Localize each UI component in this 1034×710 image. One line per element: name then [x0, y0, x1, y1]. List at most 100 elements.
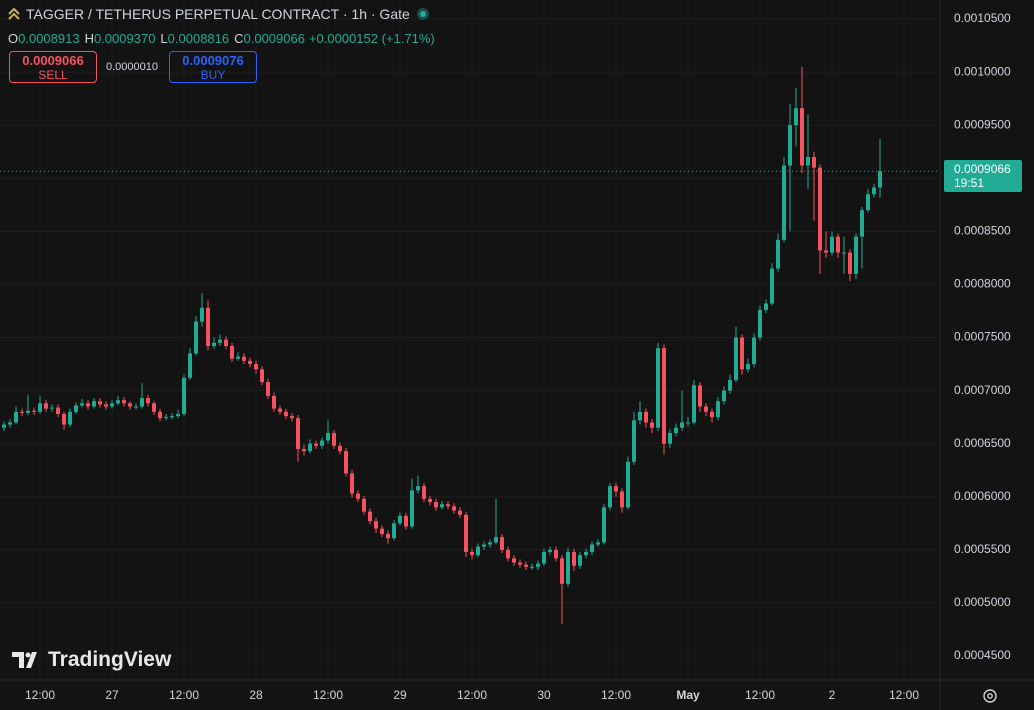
candle-body — [704, 406, 709, 412]
candle-body — [458, 510, 463, 515]
ohlc-change: +0.0000152 (+1.71%) — [308, 31, 435, 46]
y-tick-label: 0.0006000 — [954, 489, 1011, 503]
candle-body — [650, 422, 655, 428]
symbol-icon — [8, 8, 20, 20]
candle-body — [260, 369, 265, 383]
candle-body — [572, 551, 577, 566]
candle-body — [806, 157, 811, 166]
y-tick-label: 0.0010000 — [954, 64, 1011, 78]
candle-body — [254, 364, 259, 370]
settings-icon[interactable] — [983, 689, 997, 703]
candle-body — [602, 507, 607, 543]
candle-body — [296, 418, 301, 449]
x-tick-label: 12:00 — [25, 688, 55, 702]
x-tick-label: 12:00 — [169, 688, 199, 702]
gear-outer — [983, 689, 997, 703]
candle-body — [158, 411, 163, 419]
buy-price: 0.0009076 — [182, 53, 244, 68]
candle-body — [314, 443, 319, 446]
ohlc-value: 0.0009370 — [93, 31, 156, 46]
ohlc-value: 0.0008816 — [167, 31, 230, 46]
header: TAGGER / TETHERUS PERPETUAL CONTRACT · 1… — [8, 6, 430, 22]
buy-button[interactable]: 0.0009076 BUY — [169, 51, 257, 83]
buy-label: BUY — [200, 68, 226, 82]
candle-body — [428, 498, 433, 503]
sell-button[interactable]: 0.0009066 SELL — [9, 51, 97, 83]
candle-body — [686, 422, 691, 424]
y-tick-label: 0.0005500 — [954, 542, 1011, 556]
ohlc-legend: O0.0008913 H0.0009370 L0.0008816 C0.0009066… — [8, 31, 435, 46]
candle-body — [530, 566, 535, 568]
candle-body — [50, 407, 55, 409]
candle-body — [398, 515, 403, 524]
candle-body — [26, 410, 31, 413]
candle-body — [140, 398, 145, 407]
candle-body — [248, 360, 253, 365]
x-tick-label: 27 — [105, 688, 119, 702]
candle-body — [836, 236, 841, 253]
candle-body — [554, 549, 559, 559]
watermark-text: TradingView — [48, 648, 172, 671]
spread: 0.0000010 — [106, 61, 158, 73]
y-tick-label: 0.0010500 — [954, 11, 1011, 25]
candle-body — [482, 544, 487, 547]
candle-body — [230, 345, 235, 359]
candle-body — [644, 411, 649, 423]
candle-body — [476, 546, 481, 556]
candle-body — [596, 542, 601, 545]
candle-body — [446, 504, 451, 507]
x-tick-label: 12:00 — [745, 688, 775, 702]
candle-body — [374, 521, 379, 529]
candle-body — [128, 403, 133, 407]
candle-body — [422, 486, 427, 499]
candle-body — [410, 490, 415, 527]
candle-body — [236, 356, 241, 359]
candle-body — [626, 461, 631, 508]
candle-body — [350, 473, 355, 494]
candles — [2, 66, 883, 625]
candle-body — [668, 433, 673, 444]
candle-body — [740, 337, 745, 370]
candle-body — [698, 385, 703, 407]
candle-body — [464, 514, 469, 552]
candle-body — [194, 321, 199, 354]
status-dot — [416, 8, 429, 20]
y-tick-label: 0.0008500 — [954, 224, 1011, 238]
candle-body — [74, 405, 79, 412]
candle-body — [134, 406, 139, 408]
candle-body — [866, 194, 871, 211]
candle-body — [392, 523, 397, 539]
x-tick-label: 12:00 — [313, 688, 343, 702]
gear-inner — [987, 693, 993, 699]
ohlc-key: L — [160, 31, 168, 46]
candle-body — [2, 424, 7, 428]
candle-body — [44, 403, 49, 409]
candle-body — [116, 400, 121, 404]
candle-body — [746, 364, 751, 370]
candle-body — [368, 511, 373, 522]
candle-body — [170, 416, 175, 418]
candle-body — [266, 382, 271, 396]
countdown: 19:51 — [954, 176, 985, 191]
watermark: TradingView — [12, 648, 171, 672]
sell-label: SELL — [38, 68, 68, 82]
candle-body — [578, 555, 583, 566]
candle-body — [638, 411, 643, 421]
candle-body — [404, 515, 409, 527]
candle-body — [710, 411, 715, 418]
candle-body — [440, 504, 445, 508]
y-tick-label: 0.0008000 — [954, 277, 1011, 291]
ohlc-value: 0.0009066 — [243, 31, 305, 46]
candle-body — [92, 401, 97, 407]
x-tick-label: 12:00 — [457, 688, 487, 702]
candle-body — [320, 440, 325, 446]
candle-body — [614, 486, 619, 492]
x-tick-label: May — [676, 688, 700, 702]
candle-body — [224, 339, 229, 346]
candle-body — [722, 390, 727, 402]
candle-body — [494, 537, 499, 543]
candle-body — [32, 410, 37, 412]
candle-body — [20, 411, 25, 413]
